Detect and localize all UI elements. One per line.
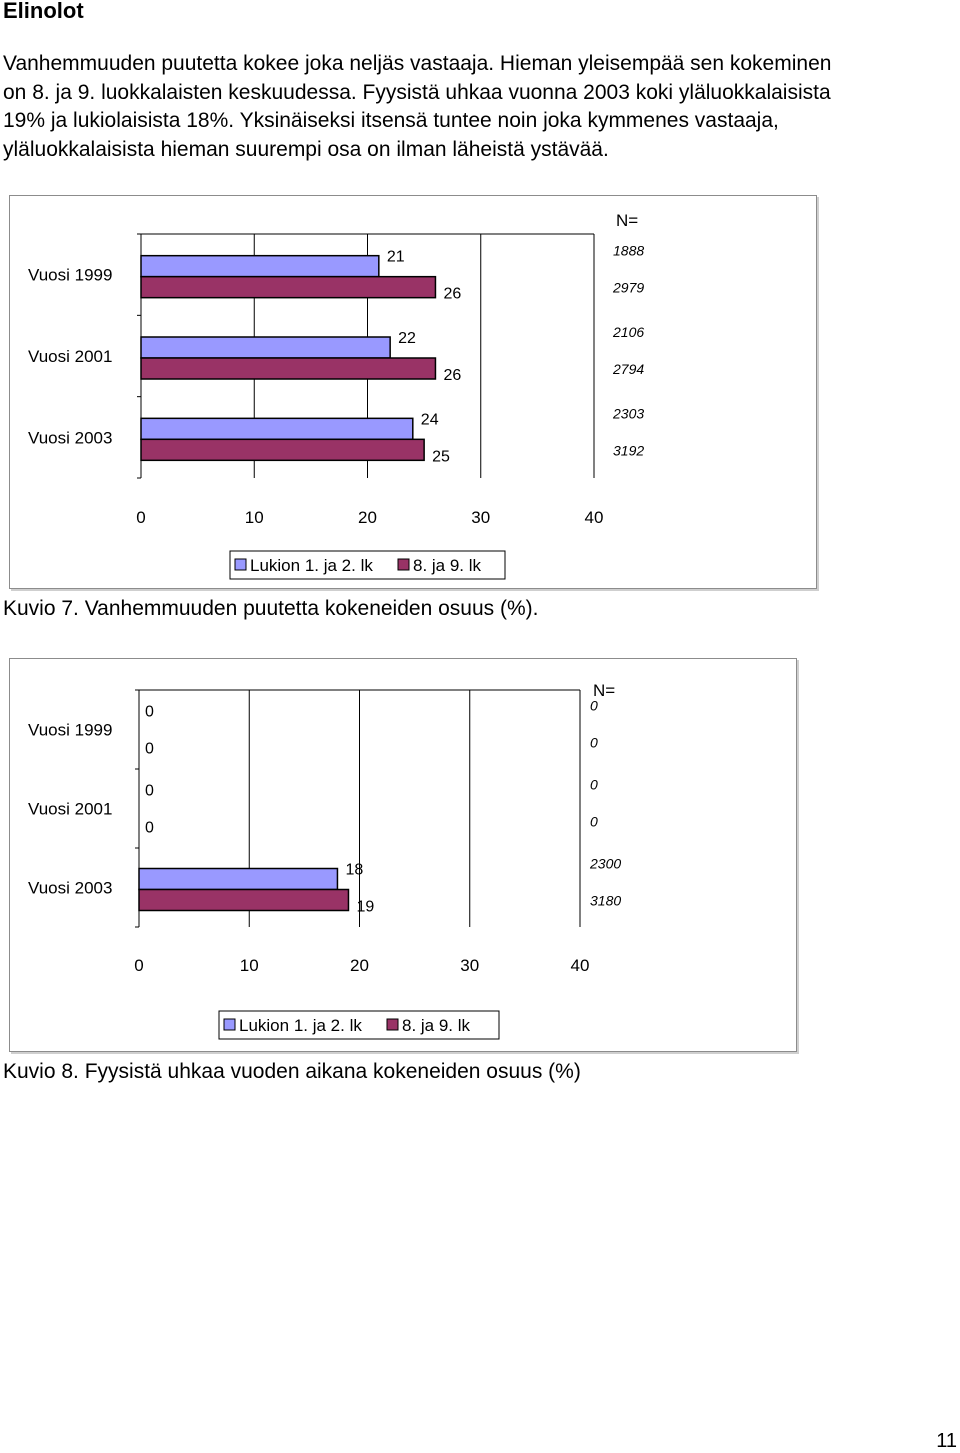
n-value-label: 2979 <box>612 280 644 296</box>
category-label: Vuosi 2001 <box>28 800 112 819</box>
x-tick-label: 30 <box>471 508 490 527</box>
figure-caption-1: Kuvio 7. Vanhemmuuden puutetta kokeneide… <box>3 597 539 620</box>
legend-swatch <box>234 558 247 571</box>
bar <box>140 254 380 278</box>
n-value-label: 1888 <box>613 243 644 259</box>
n-header-label: N= <box>593 681 615 700</box>
bar-value-label: 21 <box>387 249 405 266</box>
bar <box>138 888 350 912</box>
legend-swatch <box>397 558 410 571</box>
category-label: Vuosi 2001 <box>28 347 112 366</box>
category-label: Vuosi 1999 <box>28 266 112 285</box>
x-tick-label: 40 <box>571 956 590 975</box>
bar <box>140 438 425 462</box>
figure-caption-2: Kuvio 8. Fyysistä uhkaa vuoden aikana ko… <box>3 1060 581 1083</box>
x-tick-label: 20 <box>350 956 369 975</box>
body-paragraph: Vanhemmuuden puutetta kokee joka neljäs … <box>3 50 958 164</box>
bar-value-label: 0 <box>145 704 154 721</box>
chart-frame-2: N= Vuosi 1999 0 0 0 0 Vuosi 2001 0 0 0 0 Vuosi 2003… <box>9 658 797 1052</box>
category-label: Vuosi 1999 <box>28 721 112 740</box>
x-tick-label: 10 <box>245 508 264 527</box>
n-value-label: 0 <box>590 735 598 751</box>
bar <box>138 867 339 891</box>
x-tick-label: 10 <box>240 956 259 975</box>
page-number: 11 <box>936 1430 957 1452</box>
n-value-label: 0 <box>590 698 598 714</box>
n-value-label: 0 <box>590 814 598 830</box>
legend-label: Lukion 1. ja 2. lk <box>250 556 373 575</box>
x-tick-label: 20 <box>358 508 377 527</box>
paragraph-line: Vanhemmuuden puutetta kokee joka neljäs … <box>3 52 832 75</box>
bar-value-label: 0 <box>145 820 154 837</box>
legend-label: 8. ja 9. lk <box>402 1016 471 1035</box>
chart-2-svg: N= Vuosi 1999 0 0 0 0 Vuosi 2001 0 0 0 0 Vuosi 2003… <box>28 681 621 1040</box>
n-header-label: N= <box>616 211 638 230</box>
x-tick-label: 0 <box>136 508 145 527</box>
n-value-label: 2303 <box>612 405 644 421</box>
bar-value-label: 26 <box>443 367 461 384</box>
bar <box>140 336 391 359</box>
x-tick-label: 40 <box>585 508 604 527</box>
chart-1-svg: N= Vuosi 1999 21 1888 26 2979 Vuosi 2001 22 2106… <box>28 211 644 580</box>
paragraph-line: on 8. ja 9. luokkalaisten keskuudessa. F… <box>3 80 831 104</box>
x-tick-label: 30 <box>460 956 479 975</box>
n-value-label: 3180 <box>590 893 621 909</box>
bar-value-label: 24 <box>421 411 439 428</box>
bar-value-label: 22 <box>398 330 416 347</box>
n-value-label: 2794 <box>612 361 644 377</box>
bar-value-label: 25 <box>432 448 450 465</box>
bar <box>140 275 437 299</box>
legend-label: Lukion 1. ja 2. lk <box>239 1016 362 1035</box>
legend-box <box>218 1010 500 1040</box>
legend-label: 8. ja 9. lk <box>413 556 482 575</box>
bar <box>140 417 414 441</box>
category-label: Vuosi 2003 <box>28 879 112 898</box>
bar-value-label: 26 <box>443 286 461 303</box>
n-value-label: 2106 <box>612 324 644 340</box>
bar-value-label: 0 <box>145 783 154 800</box>
bar-value-label: 18 <box>345 862 363 879</box>
category-label: Vuosi 2003 <box>28 428 112 447</box>
legend-swatch <box>386 1018 399 1031</box>
bar <box>140 357 437 380</box>
n-value-label: 3192 <box>613 442 644 458</box>
paragraph-line: 19% ja lukiolaisista 18%. Yksinäiseksi i… <box>3 109 779 132</box>
n-value-label: 2300 <box>589 856 621 872</box>
bar-value-label: 19 <box>356 899 374 916</box>
section-heading: Elinolot <box>3 0 84 23</box>
chart-frame-1: N= Vuosi 1999 21 1888 26 2979 Vuosi 2001 22 2106… <box>9 195 817 589</box>
legend-box <box>229 550 506 580</box>
legend-swatch <box>223 1018 236 1031</box>
x-tick-label: 0 <box>134 956 143 975</box>
paragraph-line: yläluokkalaisista hieman suurempi osa on… <box>3 137 609 161</box>
n-value-label: 0 <box>590 777 598 793</box>
bar-value-label: 0 <box>145 741 154 758</box>
